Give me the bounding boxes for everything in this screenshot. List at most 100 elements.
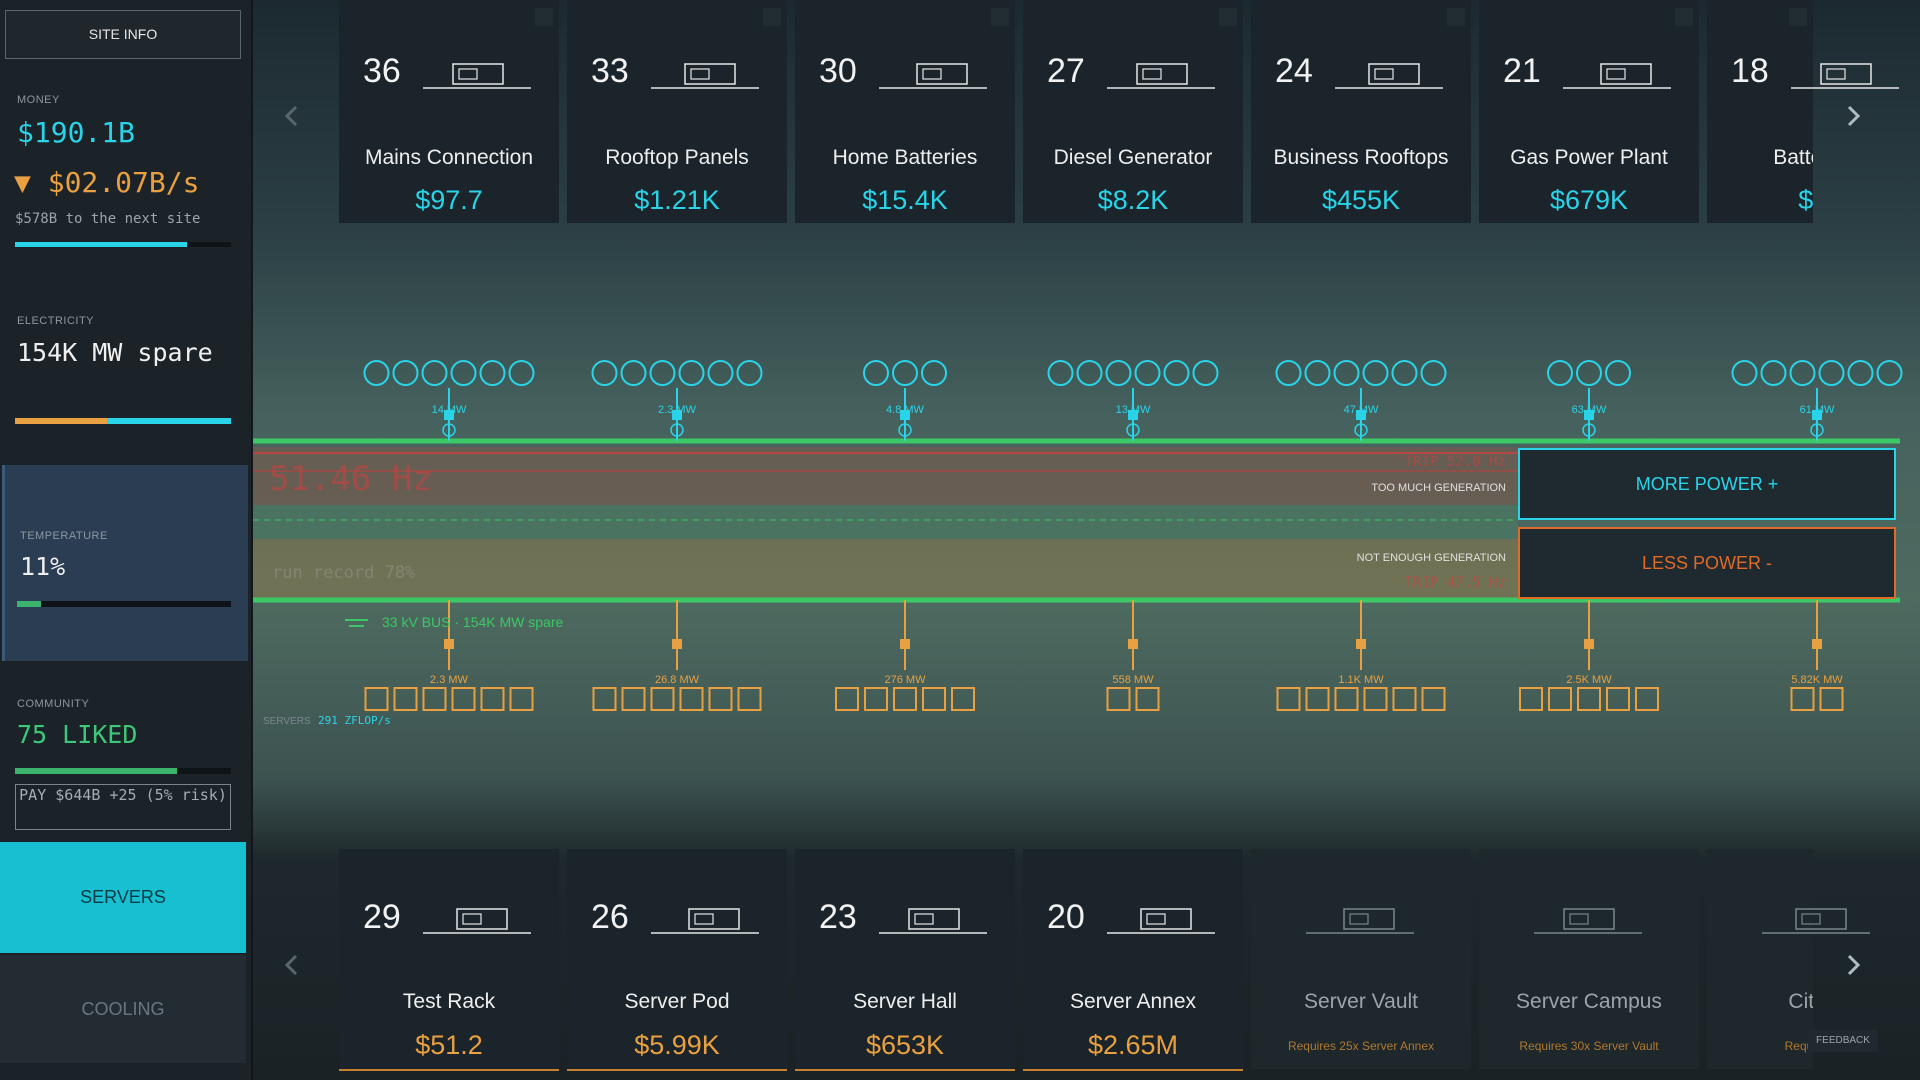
server-card[interactable] <box>567 849 787 1071</box>
feedback-button[interactable]: FEEDBACK <box>1808 1030 1878 1052</box>
server-card[interactable] <box>795 849 1015 1071</box>
card-icon <box>1107 63 1215 89</box>
server-unit <box>835 687 859 711</box>
server-unit <box>1392 687 1417 711</box>
generator-unit <box>1192 360 1219 386</box>
generator-unit <box>1876 360 1903 386</box>
server-unit <box>1548 687 1572 711</box>
server-unit <box>422 687 447 711</box>
info-button[interactable] <box>1675 8 1693 26</box>
generator-unit <box>450 360 477 386</box>
server-unit <box>1305 687 1330 711</box>
generator-unit <box>363 360 390 386</box>
server-name: Server Hall <box>853 990 957 1013</box>
breaker <box>1812 639 1822 649</box>
icon-body <box>1140 908 1192 930</box>
site-info-button[interactable]: SITE INFO <box>5 10 241 59</box>
server-unit <box>1635 687 1659 711</box>
server-unit <box>922 687 946 711</box>
generator-unit <box>707 360 734 386</box>
breaker <box>1128 410 1138 420</box>
generator-unit <box>1362 360 1389 386</box>
server-card[interactable] <box>1707 849 1813 1069</box>
generator-unit <box>1789 360 1816 386</box>
money-label: MONEY <box>17 94 60 106</box>
pay-button[interactable]: PAY $644B +25 (5% risk) <box>15 784 231 830</box>
generator-price: $1.21K <box>634 185 720 215</box>
generator-unit <box>1275 360 1302 386</box>
money-note: $578B to the next site <box>15 211 201 227</box>
transformer <box>1126 423 1140 437</box>
generator-card[interactable] <box>1251 0 1471 223</box>
bus-label: 33 kV BUS · 154K MW spare <box>382 614 564 630</box>
generation-load: 4.8 MW <box>886 404 925 416</box>
info-button[interactable] <box>1219 8 1237 26</box>
community-bar <box>15 768 231 774</box>
nav-arrow <box>284 105 298 127</box>
generator-count: 33 <box>591 52 629 90</box>
card-icon <box>1534 908 1642 934</box>
servers-label: SERVERS <box>263 716 311 727</box>
icon-detail <box>1569 913 1589 925</box>
server-load: 276 MW <box>885 674 927 686</box>
generator-name: Gas Power Plant <box>1510 146 1668 169</box>
info-button[interactable] <box>1447 8 1465 26</box>
server-load: 2.3 MW <box>430 674 469 686</box>
generation-load: 2.3 MW <box>658 404 697 416</box>
server-unit <box>737 687 762 711</box>
icon-body <box>684 63 736 85</box>
generator-card[interactable] <box>1479 0 1699 223</box>
generator-count: 36 <box>363 52 401 90</box>
server-unit <box>893 687 917 711</box>
server-unit <box>1334 687 1359 711</box>
generator-card[interactable] <box>1023 0 1243 223</box>
more-power-button[interactable]: MORE POWER + <box>1518 448 1896 520</box>
cooling-tab[interactable]: COOLING <box>0 955 246 1063</box>
icon-body <box>452 63 504 85</box>
generator-unit <box>1391 360 1418 386</box>
icon-body <box>1600 63 1652 85</box>
generator-price: $455K <box>1321 185 1401 215</box>
generator-price: $679K <box>1549 185 1629 215</box>
server-load: 5.82K MW <box>1791 674 1843 686</box>
icon-body <box>1343 908 1395 930</box>
generator-unit <box>1818 360 1845 386</box>
server-unit <box>864 687 888 711</box>
generator-card[interactable] <box>795 0 1015 223</box>
server-unit <box>1819 687 1844 711</box>
info-button[interactable] <box>1789 8 1807 26</box>
generator-unit <box>1731 360 1758 386</box>
info-button[interactable] <box>991 8 1009 26</box>
server-card[interactable] <box>1479 849 1699 1069</box>
card-icon <box>1563 63 1671 89</box>
less-power-button[interactable]: LESS POWER - <box>1518 527 1896 599</box>
server-unit <box>1363 687 1388 711</box>
generation-load: 14 MW <box>432 404 467 416</box>
generation-load: 61 MW <box>1800 404 1835 416</box>
generator-card[interactable] <box>339 0 559 223</box>
server-card[interactable] <box>339 849 559 1071</box>
generator-card[interactable] <box>1707 0 1813 223</box>
generator-unit <box>1760 360 1787 386</box>
server-unit <box>1790 687 1815 711</box>
not-enough-label: NOT ENOUGH GENERATION <box>1357 552 1506 564</box>
breaker <box>1584 639 1594 649</box>
generator-card[interactable] <box>567 0 787 223</box>
servers-tab[interactable]: SERVERS <box>0 842 246 953</box>
temperature-bar <box>17 601 231 607</box>
server-count: 29 <box>363 898 401 936</box>
card-icon <box>651 908 759 934</box>
generator-unit <box>736 360 763 386</box>
generator-unit <box>1047 360 1074 386</box>
icon-detail <box>1374 68 1394 80</box>
server-card[interactable] <box>1251 849 1471 1069</box>
generator-name: Home Batteries <box>832 146 978 169</box>
temperature-label: TEMPERATURE <box>20 530 108 542</box>
info-button[interactable] <box>763 8 781 26</box>
info-button[interactable] <box>535 8 553 26</box>
server-unit <box>951 687 975 711</box>
generator-unit <box>1547 360 1573 386</box>
server-count: 23 <box>819 898 857 936</box>
server-unit <box>708 687 733 711</box>
server-card[interactable] <box>1023 849 1243 1071</box>
